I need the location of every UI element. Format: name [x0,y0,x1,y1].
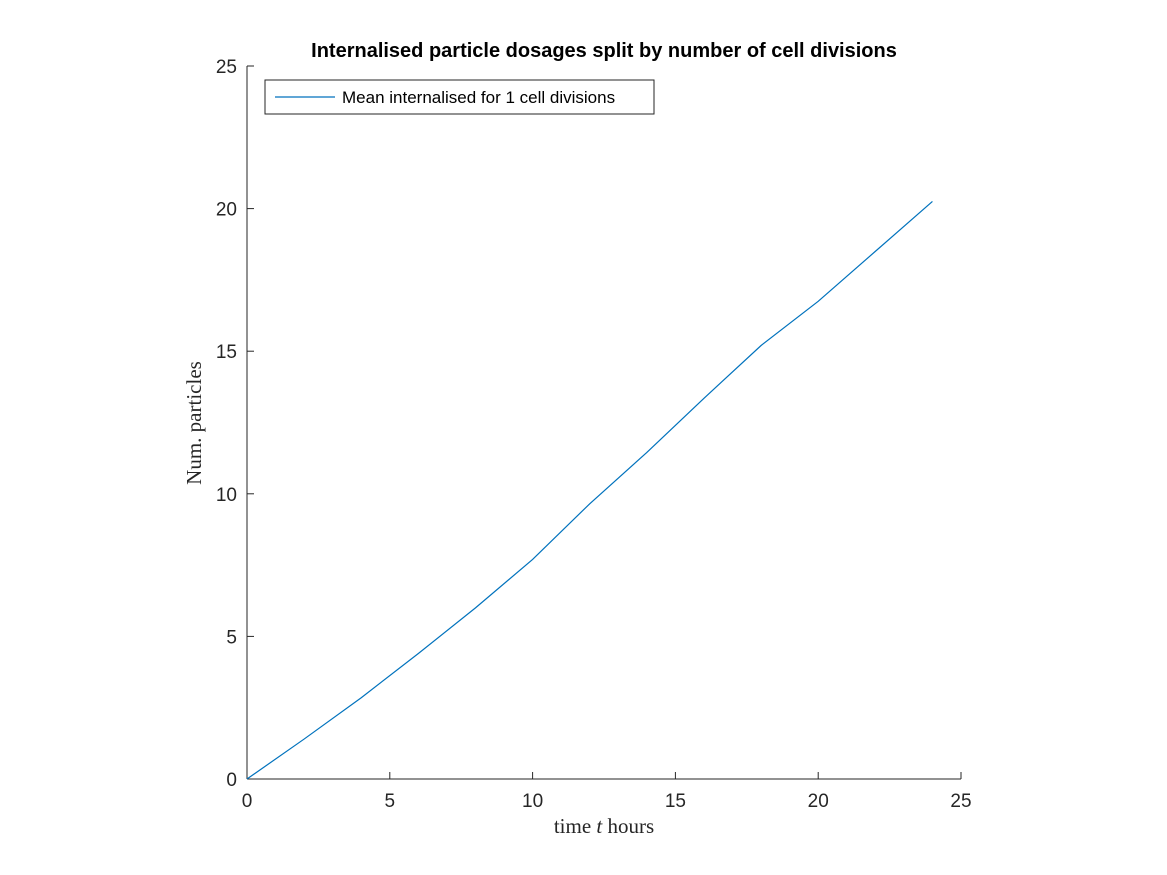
y-tick-label: 5 [226,627,237,648]
plot-area: 0 5 10 15 20 25 0 5 10 15 20 25 [216,57,972,812]
x-tick-label: 5 [385,791,396,812]
x-tick-label: 10 [522,791,543,812]
y-tick-label: 0 [226,770,237,791]
x-axis-label: time t hours [554,814,654,838]
series-line [246,201,933,780]
x-tick-label: 25 [950,791,971,812]
y-axis-label: Num. particles [182,361,206,485]
chart-title: Internalised particle dosages split by n… [311,40,897,62]
y-tick-label: 15 [216,342,237,363]
y-tick-label: 10 [216,485,237,506]
legend-entry-label: Mean internalised for 1 cell divisions [342,88,615,107]
y-tick-label: 25 [216,57,237,78]
legend: Mean internalised for 1 cell divisions [264,79,655,115]
x-tick-label: 0 [242,791,253,812]
x-tick-label: 15 [665,791,686,812]
x-tick-label: 20 [808,791,829,812]
y-tick-label: 20 [216,200,237,221]
